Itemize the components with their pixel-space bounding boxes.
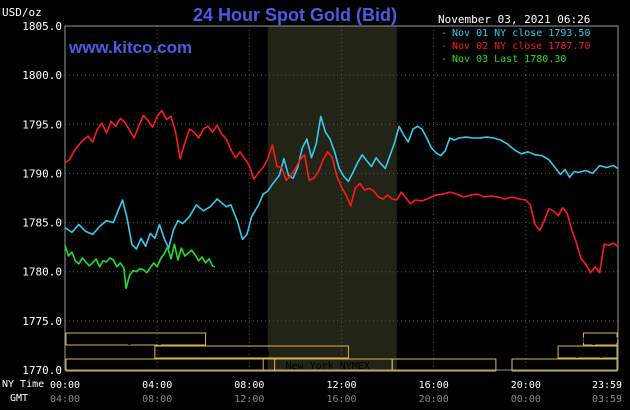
session-band-label: Hong Kong: [109, 335, 163, 346]
x-tick-label-ny: 08:00: [234, 380, 264, 391]
x-tick-label-gmt: 20:00: [419, 394, 449, 405]
session-band-label: New York NYMEX: [286, 361, 370, 372]
y-axis-unit: USD/oz: [2, 6, 42, 19]
legend: - Nov 01 NY close 1793.50- Nov 02 NY close…: [441, 28, 590, 65]
session-band-label: Hong Kong: [573, 335, 627, 346]
x-tick-label-gmt: 04:00: [50, 394, 80, 405]
legend-entry: Nov 01 NY close 1793.50: [452, 28, 590, 39]
session-band-label: London: [234, 348, 270, 359]
legend-marker: -: [441, 28, 447, 39]
gmt-label: GMT: [10, 393, 28, 404]
x-tick-label-ny: 04:00: [142, 380, 172, 391]
x-tick-label-ny: 23:59: [592, 380, 622, 391]
ny-time-label: NY Time: [2, 379, 44, 390]
series-line-1: [64, 115, 619, 250]
y-tick-label: 1795.0: [22, 118, 62, 131]
session-band: [391, 358, 497, 372]
legend-marker: -: [441, 54, 447, 65]
series-line-2: [64, 109, 619, 274]
session-band-label: Sydney: [569, 348, 605, 359]
session-band-label: NY Globex: [417, 361, 471, 372]
chart-title: 24 Hour Spot Gold (Bid): [193, 5, 397, 25]
nymex-session-shade: [267, 26, 397, 370]
series-line-3: [64, 243, 216, 290]
y-axis-ticks: 1805.0 1800.0 1795.0 1790.0 1785.0 1780.0 1775…: [22, 20, 62, 377]
y-tick-label: 1780.0: [22, 266, 62, 279]
plot-frame: [64, 25, 619, 371]
x-tick-label-ny: 12:00: [326, 380, 356, 391]
session-band-label: New York Globex: [125, 361, 215, 372]
session-band: [65, 332, 207, 346]
x-tick-label-gmt: 12:00: [234, 394, 264, 405]
y-tick-label: 1785.0: [22, 217, 62, 230]
legend-marker: -: [441, 41, 447, 52]
session-band-label: New York Globex: [519, 361, 609, 372]
y-tick-label: 1775.0: [22, 315, 62, 328]
x-axis-ticks: 00:00 04:00 08:00 12:00 16:00 20:00 23:59 04:00…: [50, 380, 622, 405]
session-band: [557, 345, 618, 359]
series-lines: [64, 109, 619, 290]
source-label: www.kitco.com: [68, 38, 192, 57]
grid-lines: [65, 26, 618, 370]
y-tick-label: 1800.0: [22, 69, 62, 82]
y-tick-label: 1805.0: [22, 20, 62, 33]
session-band: [154, 345, 349, 359]
session-band: [65, 358, 276, 372]
x-tick-label-gmt: 08:00: [142, 394, 172, 405]
session-band: [582, 332, 618, 346]
chart-date: November 03, 2021 06:26: [438, 13, 590, 26]
y-tick-label: 1770.0: [22, 364, 62, 377]
x-tick-label-ny: 20:00: [511, 380, 541, 391]
x-tick-label-gmt: 00:00: [511, 394, 541, 405]
x-tick-label-ny: 16:00: [419, 380, 449, 391]
x-tick-label-gmt: 16:00: [326, 394, 356, 405]
market-session-bands: Hong Kong Hong Kong London Sydney New York G…: [65, 332, 627, 372]
session-band: [511, 358, 618, 372]
x-tick-label-gmt: 03:59: [592, 394, 622, 405]
y-tick-label: 1790.0: [22, 167, 62, 180]
x-tick-label-ny: 00:00: [50, 380, 80, 391]
legend-entry: Nov 03 Last 1780.30: [452, 54, 566, 65]
legend-entry: Nov 02 NY close 1787.70: [452, 41, 590, 52]
